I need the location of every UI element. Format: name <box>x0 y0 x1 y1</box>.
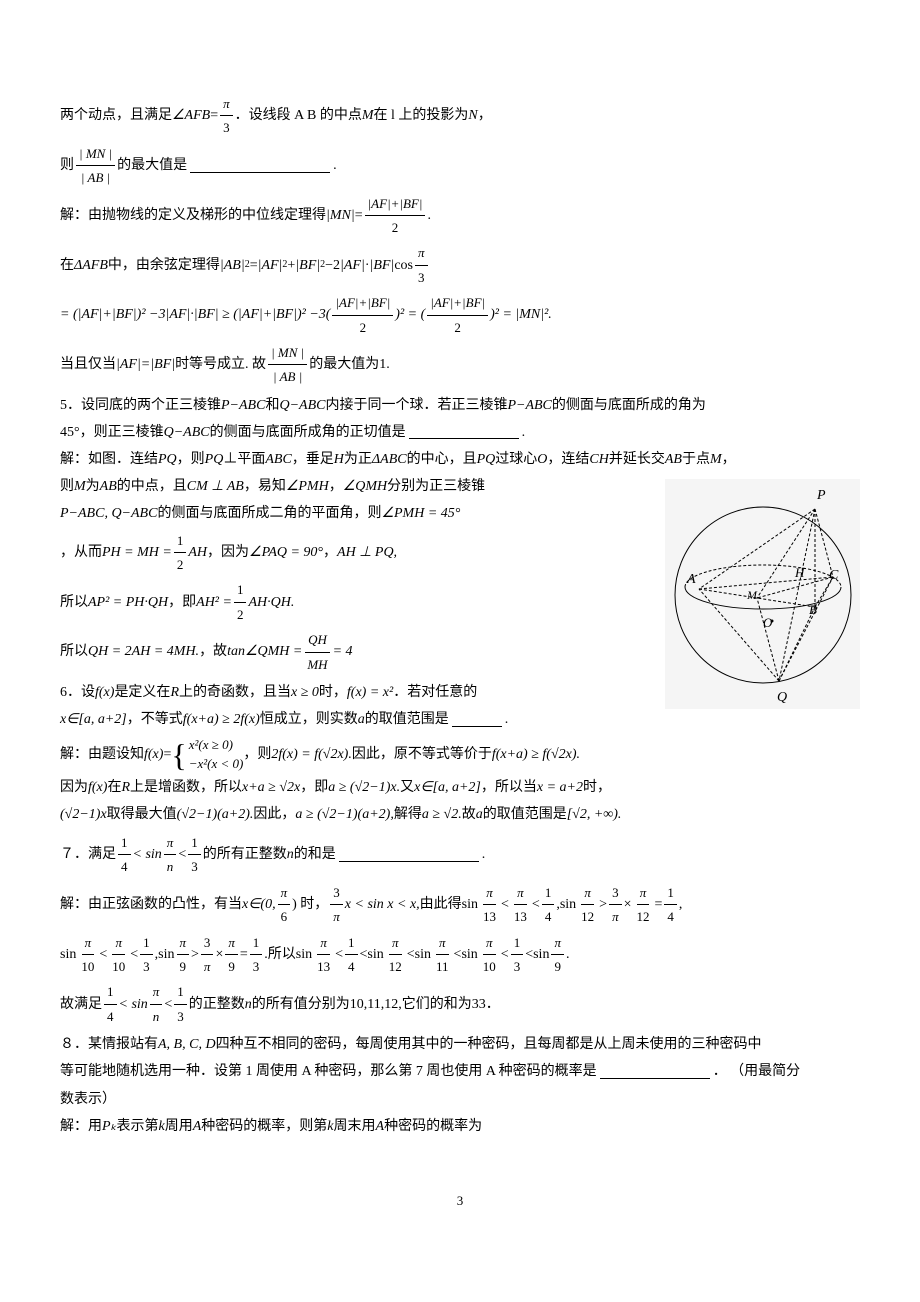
math-eq: |AF|=|BF| <box>116 352 175 377</box>
math: P−ABC <box>221 393 265 418</box>
solution-label: 解：由抛物线的定义及梯形的中位线定理得 <box>60 203 326 228</box>
fraction: |AF|+|BF| 2 <box>427 291 488 339</box>
line-pc <box>815 509 833 577</box>
label-o: O <box>763 615 773 630</box>
text: 在 <box>60 253 74 278</box>
sphere-svg: P A C H M B O Q <box>665 479 860 709</box>
problem-4-continuation: 两个动点，且满足 ∠AFB = π 3 ．设线段 A B 的中点 M 在 l 上… <box>60 92 860 389</box>
fraction-pi-3: π 3 <box>220 92 233 140</box>
text: 时等号成立. 故 <box>175 352 266 377</box>
answer-blank <box>339 848 479 862</box>
label-m: M <box>746 588 758 602</box>
text: 的侧面与底面所成角的正切值是 <box>210 420 406 445</box>
equator-front <box>685 587 841 609</box>
problem-number: ８． <box>60 1032 88 1057</box>
solution-label: 解：用 <box>60 1114 102 1139</box>
text: 内接于同一个球．若正三棱锥 <box>325 393 507 418</box>
triangle-afb: ΔAFB <box>74 253 108 278</box>
solution-label: 解：如图．连结 <box>60 447 158 472</box>
solution-label: 解：由正弦函数的凸性，有当 <box>60 892 242 917</box>
text: 和 <box>265 393 279 418</box>
label-p: P <box>816 488 826 503</box>
answer-blank <box>600 1065 710 1079</box>
label-h: H <box>794 565 805 580</box>
math-mn: |MN| <box>326 203 355 228</box>
answer-blank <box>409 425 519 439</box>
text: 当且仅当 <box>60 352 116 377</box>
text: . <box>333 153 337 178</box>
text: 则 <box>60 153 74 178</box>
answer-blank <box>452 713 502 727</box>
page-content: 两个动点，且满足 ∠AFB = π 3 ．设线段 A B 的中点 M 在 l 上… <box>60 92 860 1212</box>
text: 的最大值为1. <box>309 352 390 377</box>
fraction-mn-ab: | MN | | AB | <box>76 142 115 190</box>
text: ．设线段 A B 的中点 <box>235 103 362 128</box>
math-ab: |AB| <box>220 253 245 278</box>
solution-label: 解：由题设知 <box>60 742 144 767</box>
problem-number: 6． <box>60 680 81 705</box>
equator-back <box>685 565 841 587</box>
math-expr: = (|AF|+|BF|)² −3|AF|·|BF| ≥ (|AF|+|BF|)… <box>60 302 330 327</box>
sphere-circle <box>675 507 851 683</box>
text: 中，由余弦定理得 <box>108 253 220 278</box>
page-number: 3 <box>60 1189 860 1212</box>
eq-sign: = <box>355 203 363 228</box>
text: 在 l 上的投影为 <box>374 103 469 128</box>
line-qc <box>779 577 833 681</box>
math-angle: ∠AFB <box>172 103 210 128</box>
text: 的最大值是 <box>117 153 187 178</box>
label-b: B <box>809 602 817 617</box>
text: 两个动点，且满足 <box>60 103 172 128</box>
text: 设同底的两个正三棱锥 <box>81 393 221 418</box>
text: ， <box>478 103 492 128</box>
problem-5: 5． 设同底的两个正三棱锥 P−ABC 和 Q−ABC 内接于同一个球．若正三棱… <box>60 393 860 676</box>
var-N: N <box>468 103 477 128</box>
math: Q−ABC <box>279 393 325 418</box>
piecewise-function: { x²(x ≥ 0) −x²(x < 0) <box>171 736 243 772</box>
problem-7: ７． 满足 14 < sin πn < 13 的所有正整数 n 的和是 . 解：… <box>60 831 860 1028</box>
line-pq <box>779 509 815 681</box>
problem-number: ７． <box>60 842 88 867</box>
text: 45°，则正三棱锥 <box>60 420 164 445</box>
period: . <box>427 203 431 228</box>
problem-8: ８． 某情报站有 A, B, C, D 四种互不相同的密码，每周使用其中的一种密… <box>60 1032 860 1139</box>
problem-number: 5． <box>60 393 81 418</box>
label-c: C <box>829 568 839 583</box>
fraction-pi-3b: π 3 <box>415 241 428 289</box>
eq-sign: = <box>210 103 218 128</box>
text: 的侧面与底面所成的角为 <box>552 393 706 418</box>
fraction: |AF|+|BF| 2 <box>332 291 393 339</box>
var-M: M <box>362 103 374 128</box>
label-a: A <box>686 572 696 587</box>
answer-blank <box>190 159 330 173</box>
fraction-mn-ab: | MN | | AB | <box>268 341 307 389</box>
label-q: Q <box>777 690 787 705</box>
sphere-diagram: P A C H M B O Q <box>665 479 860 709</box>
fraction: |AF|+|BF| 2 <box>365 192 426 240</box>
